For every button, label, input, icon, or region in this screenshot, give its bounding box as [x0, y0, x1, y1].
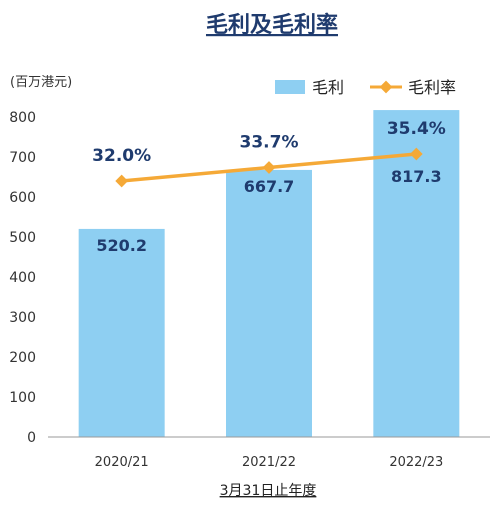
legend-label-bar: 毛利 — [312, 78, 344, 97]
bar-value-label: 667.7 — [244, 177, 295, 196]
y-tick-label: 0 — [27, 430, 36, 446]
y-tick-label: 800 — [9, 110, 36, 126]
y-tick-label: 200 — [9, 350, 36, 366]
line-point — [262, 161, 276, 174]
bar-value-label: 817.3 — [391, 167, 442, 186]
chart-title: 毛利及毛利率 — [206, 12, 338, 38]
y-tick-label: 600 — [9, 190, 36, 206]
line-value-label: 33.7% — [240, 133, 299, 153]
bar-2022/23 — [373, 110, 460, 437]
y-tick-label: 700 — [9, 150, 36, 166]
x-axis-title: 3月31日止年度 — [220, 483, 317, 499]
line-value-label: 35.4% — [387, 119, 446, 139]
line-point — [115, 174, 129, 188]
line-series: 32.0% 33.7% 35.4% — [92, 119, 446, 188]
bar-2021/22 — [226, 169, 312, 438]
y-tick-label: 400 — [9, 270, 36, 286]
y-tick-label: 300 — [9, 310, 36, 326]
legend: 毛利 毛利率 — [275, 78, 456, 97]
line-point — [409, 147, 423, 161]
bar-series: 520.2 667.7 817.3 — [78, 110, 460, 438]
bar-2020/21 — [78, 228, 165, 437]
y-tick-label: 500 — [9, 230, 36, 246]
legend-marker — [379, 80, 393, 94]
y-axis: 0 100 200 300 400 500 600 700 800 — [9, 110, 36, 446]
x-axis: 2020/21 2021/22 2022/23 — [48, 436, 490, 470]
legend-swatch-bar — [275, 80, 305, 94]
x-tick-label: 2022/23 — [389, 455, 443, 470]
legend-label-line: 毛利率 — [408, 78, 456, 97]
bar-value-label: 520.2 — [96, 236, 147, 255]
line-value-label: 32.0% — [92, 146, 151, 166]
x-tick-label: 2021/22 — [242, 455, 296, 470]
unit-label: (百万港元) — [10, 75, 72, 90]
y-tick-label: 100 — [9, 390, 36, 406]
x-tick-label: 2020/21 — [95, 455, 149, 470]
